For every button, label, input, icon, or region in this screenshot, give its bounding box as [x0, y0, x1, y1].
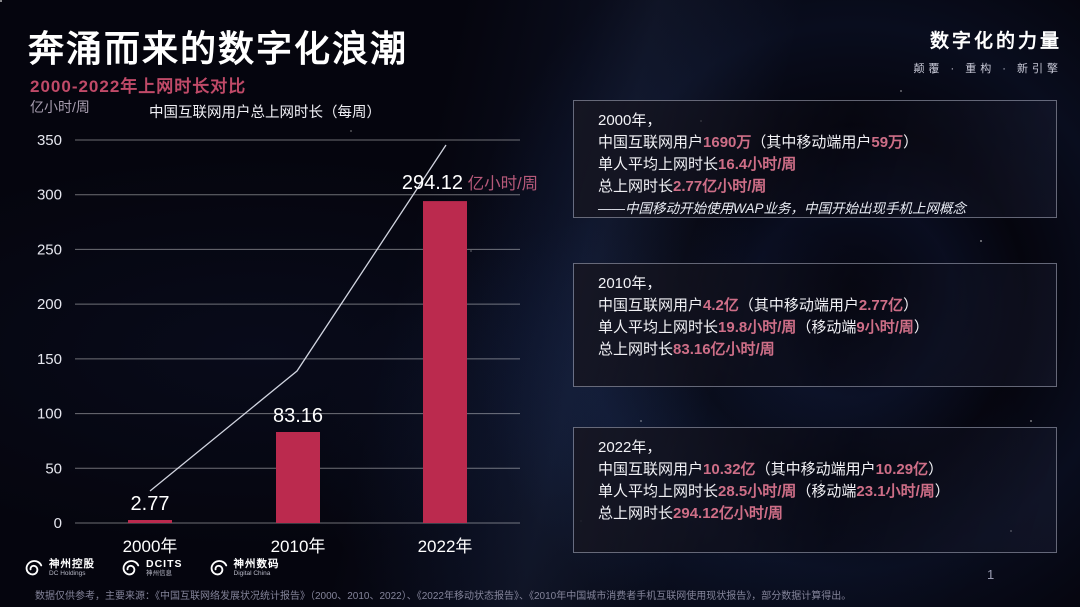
panel-text: 中国互联网用户 — [598, 461, 704, 478]
logo-subname: 神州信息 — [146, 569, 172, 577]
y-tick-label: 50 — [45, 460, 62, 477]
panel-text: 总上网时长 — [598, 341, 674, 358]
panel-note: ——中国移动开始使用WAP业务，中国开始出现手机上网概念 — [598, 201, 967, 216]
panel-stat-value: 16.4小时/周 — [718, 156, 797, 173]
page-subtitle: 2000-2022年上网时长对比 — [30, 77, 247, 96]
panel-text: ） — [928, 461, 944, 478]
panel-stat-value: 23.1小时/周 — [856, 483, 935, 500]
logo-digital-china: 神州数码 Digital China — [207, 557, 280, 579]
year-panel-2000年: 2000年， 中国互联网用户1690万（其中移动端用户59万） 单人平均上网时长16… — [573, 100, 1057, 218]
panel-line: 中国互联网用户1690万（其中移动端用户59万） — [598, 132, 1032, 154]
logo-subname: DC Holdings — [49, 569, 86, 577]
panel-stat-value: 9小时/周 — [856, 319, 914, 336]
panel-line: 总上网时长83.16亿小时/周 — [598, 339, 1032, 361]
panel-year: 2022年， — [598, 439, 662, 456]
panel-stat-value: 294.12亿小时/周 — [673, 505, 784, 522]
y-tick-label: 0 — [54, 515, 62, 532]
stars-decoration — [0, 0, 2, 2]
source-footnote: 数据仅供参考，主要来源：《中国互联网络发展状况统计报告》（2000、2010、2… — [35, 591, 852, 602]
y-tick-label: 200 — [37, 296, 62, 313]
panel-line: 单人平均上网时长16.4小时/周 — [598, 154, 1032, 176]
panel-stat-value: 83.16亿小时/周 — [673, 341, 775, 358]
panel-stat-value: 2.77亿 — [858, 297, 904, 314]
panel-text: 单人平均上网时长 — [598, 483, 719, 500]
bar-value-label: 83.16 — [273, 405, 323, 427]
y-tick-label: 150 — [37, 351, 62, 368]
bar-chart: 0 50 100 150 200 250 300 350 2.77 2000年 83.16 2010年… — [30, 99, 538, 556]
panel-text: （移动端 — [796, 483, 857, 500]
panel-stat-value: 28.5小时/周 — [718, 483, 797, 500]
panel-line: 总上网时长294.12亿小时/周 — [598, 503, 1032, 525]
chart-title: 中国互联网用户总上网时长（每周） — [149, 104, 381, 121]
panel-line: 总上网时长2.77亿小时/周 — [598, 176, 1032, 198]
panel-stat-value: 10.32亿 — [703, 461, 756, 478]
x-category-label: 2010年 — [271, 537, 326, 556]
year-panel-2010年: 2010年， 中国互联网用户4.2亿（其中移动端用户2.77亿） 单人平均上网时长1… — [573, 263, 1057, 387]
panel-text: （其中移动端用户 — [738, 297, 859, 314]
brand-tagline: 颠覆 · 重构 · 新引擎 — [913, 63, 1062, 75]
y-tick-label: 250 — [37, 241, 62, 258]
panel-line: 单人平均上网时长19.8小时/周（移动端9小时/周） — [598, 317, 1032, 339]
panel-text: ） — [903, 134, 919, 151]
y-tick-label: 300 — [37, 187, 62, 204]
page-number: 1 — [987, 567, 995, 582]
panel-stat-value: 59万 — [871, 134, 904, 151]
panel-stat-value: 2.77亿小时/周 — [673, 178, 767, 195]
x-category-label: 2022年 — [418, 537, 473, 556]
logo-name: DCITS — [146, 557, 183, 570]
panel-line: 中国互联网用户10.32亿（其中移动端用户10.29亿） — [598, 459, 1032, 481]
panel-text: （移动端 — [796, 319, 857, 336]
galaxy-swirl-icon — [25, 560, 43, 576]
panel-text: （其中移动端用户 — [751, 134, 872, 151]
logo-subname: Digital China — [233, 569, 271, 577]
logo-name: 神州控股 — [49, 557, 95, 570]
y-axis-unit-label: 亿小时/周 — [30, 99, 90, 115]
panel-stat-value: 10.29亿 — [875, 461, 929, 478]
page-title: 奔涌而来的数字化浪潮 — [28, 28, 409, 69]
bar-value-label: 2.77 — [131, 493, 170, 515]
company-logos: 神州控股 DC Holdings DCITS 神州信息 神州数码 Digital Chin… — [22, 557, 280, 579]
panel-year: 2010年， — [598, 275, 662, 292]
galaxy-swirl-icon — [122, 560, 140, 576]
y-tick-label: 350 — [37, 132, 62, 149]
panel-stat-value: 19.8小时/周 — [718, 319, 797, 336]
logo-神州信息: DCITS 神州信息 — [119, 557, 183, 579]
panel-text: 中国互联网用户 — [598, 134, 704, 151]
panel-stat-value: 4.2亿 — [703, 297, 739, 314]
panel-line: 单人平均上网时长28.5小时/周（移动端23.1小时/周） — [598, 481, 1032, 503]
panel-text: 中国互联网用户 — [598, 297, 704, 314]
panel-year: 2000年， — [598, 112, 662, 129]
panel-line: 中国互联网用户4.2亿（其中移动端用户2.77亿） — [598, 295, 1032, 317]
brand-block: 数字化的力量 颠覆 · 重构 · 新引擎 — [913, 26, 1062, 76]
bar-value-label: 294.12 亿小时/周 — [402, 172, 538, 194]
year-panel-2022年: 2022年， 中国互联网用户10.32亿（其中移动端用户10.29亿） 单人平均上网… — [573, 427, 1057, 553]
panel-text: 总上网时长 — [598, 178, 674, 195]
panel-text: ） — [903, 297, 919, 314]
brand-title: 数字化的力量 — [929, 31, 1062, 52]
panel-text: ） — [934, 483, 950, 500]
y-tick-label: 100 — [37, 406, 62, 423]
panel-text: 单人平均上网时长 — [598, 156, 719, 173]
panel-text: 总上网时长 — [598, 505, 674, 522]
bar-2000年 — [128, 520, 172, 523]
logo-dc-holdings: 神州控股 DC Holdings — [22, 557, 95, 579]
panel-stat-value: 1690万 — [703, 134, 752, 151]
x-category-label: 2000年 — [123, 537, 178, 556]
trend-line — [149, 144, 447, 492]
bar-2010年 — [276, 432, 320, 523]
panel-text: ） — [913, 319, 929, 336]
galaxy-swirl-icon — [210, 560, 227, 576]
panel-text: （其中移动端用户 — [755, 461, 876, 478]
panel-text: 单人平均上网时长 — [598, 319, 719, 336]
bar-2022年 — [423, 201, 467, 523]
logo-name: 神州数码 — [233, 557, 280, 570]
